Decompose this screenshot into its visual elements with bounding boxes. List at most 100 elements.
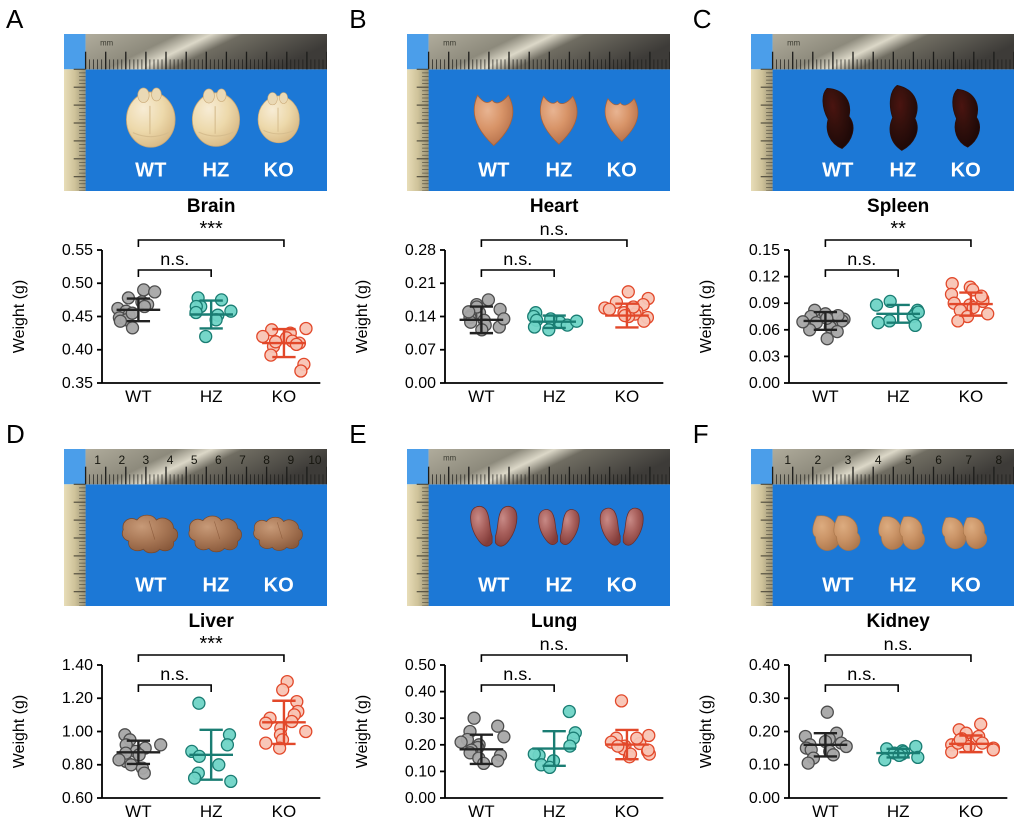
svg-text:KO: KO [264,574,294,596]
svg-text:HZ: HZ [543,801,566,820]
svg-text:WT: WT [822,159,854,181]
svg-text:5: 5 [905,452,912,466]
svg-text:3: 3 [143,452,150,466]
svg-text:0.10: 0.10 [405,763,436,780]
svg-text:HZ: HZ [200,801,223,820]
svg-text:n.s.: n.s. [847,664,876,684]
svg-text:Brain: Brain [187,196,236,217]
svg-text:KO: KO [950,159,980,181]
svg-text:Weight (g): Weight (g) [698,694,715,767]
svg-text:1.40: 1.40 [62,657,93,674]
svg-text:n.s.: n.s. [883,634,912,654]
svg-text:0.00: 0.00 [405,375,436,392]
svg-text:n.s.: n.s. [504,664,533,684]
svg-text:WT: WT [468,801,494,820]
svg-text:0.40: 0.40 [749,657,780,674]
svg-text:KO: KO [950,574,980,596]
svg-text:n.s.: n.s. [504,249,533,269]
svg-text:WT: WT [822,574,854,596]
svg-text:WT: WT [812,387,838,406]
svg-text:10: 10 [308,452,322,466]
svg-text:mm: mm [787,38,800,47]
svg-text:8: 8 [995,452,1002,466]
svg-text:0.40: 0.40 [62,342,93,359]
svg-text:Weight (g): Weight (g) [11,694,28,767]
svg-text:HZ: HZ [887,387,910,406]
svg-text:0.20: 0.20 [405,736,436,753]
svg-text:0.15: 0.15 [749,242,780,259]
svg-text:4: 4 [875,452,882,466]
svg-text:WT: WT [125,387,151,406]
svg-text:0.20: 0.20 [749,723,780,740]
svg-text:0.21: 0.21 [405,275,436,292]
svg-text:mm: mm [100,38,113,47]
svg-text:0.28: 0.28 [405,242,436,259]
svg-text:HZ: HZ [543,387,566,406]
svg-text:WT: WT [135,159,167,181]
svg-text:HZ: HZ [546,159,573,181]
svg-text:5: 5 [191,452,198,466]
svg-text:mm: mm [443,453,456,462]
svg-text:***: *** [199,633,223,655]
svg-text:KO: KO [958,387,983,406]
svg-text:HZ: HZ [889,159,916,181]
svg-text:0.03: 0.03 [749,348,780,365]
svg-text:HZ: HZ [887,801,910,820]
svg-text:7: 7 [239,452,246,466]
svg-text:WT: WT [478,574,510,596]
svg-text:0.00: 0.00 [405,789,436,806]
svg-text:KO: KO [615,387,640,406]
svg-text:HZ: HZ [889,574,916,596]
svg-text:8: 8 [263,452,270,466]
svg-text:Heart: Heart [530,196,579,217]
svg-text:HZ: HZ [203,159,230,181]
svg-text:mm: mm [443,38,456,47]
svg-text:0.00: 0.00 [749,789,780,806]
svg-text:0.30: 0.30 [405,710,436,727]
svg-text:3: 3 [844,452,851,466]
svg-text:0.35: 0.35 [62,375,93,392]
svg-text:KO: KO [615,801,640,820]
svg-text:Weight (g): Weight (g) [11,280,28,353]
svg-text:0.60: 0.60 [62,789,93,806]
svg-text:0.14: 0.14 [405,308,436,325]
svg-text:WT: WT [125,801,151,820]
svg-text:KO: KO [272,801,297,820]
svg-text:n.s.: n.s. [540,634,569,654]
svg-text:1: 1 [94,452,101,466]
svg-text:0.50: 0.50 [405,657,436,674]
svg-text:KO: KO [607,574,637,596]
svg-text:HZ: HZ [200,387,223,406]
svg-text:WT: WT [135,574,167,596]
svg-text:0.55: 0.55 [62,242,93,259]
svg-text:WT: WT [812,801,838,820]
svg-text:Spleen: Spleen [867,196,929,217]
svg-text:9: 9 [287,452,294,466]
svg-text:HZ: HZ [546,574,573,596]
svg-text:0.00: 0.00 [749,375,780,392]
svg-text:**: ** [890,218,906,240]
svg-text:6: 6 [215,452,222,466]
svg-text:Weight (g): Weight (g) [354,280,371,353]
svg-text:0.07: 0.07 [405,342,436,359]
svg-text:n.s.: n.s. [847,249,876,269]
svg-text:2: 2 [814,452,821,466]
svg-text:1.20: 1.20 [62,690,93,707]
svg-text:KO: KO [607,159,637,181]
svg-text:WT: WT [478,159,510,181]
svg-text:n.s.: n.s. [160,664,189,684]
svg-text:KO: KO [958,801,983,820]
svg-text:0.12: 0.12 [749,269,780,286]
svg-text:***: *** [199,218,223,240]
svg-text:0.45: 0.45 [62,308,93,325]
svg-text:1.00: 1.00 [62,723,93,740]
svg-text:0.40: 0.40 [405,683,436,700]
svg-text:Lung: Lung [531,611,577,632]
svg-text:KO: KO [272,387,297,406]
svg-text:HZ: HZ [203,574,230,596]
svg-text:Kidney: Kidney [866,611,930,632]
svg-text:0.06: 0.06 [749,322,780,339]
svg-text:Liver: Liver [188,611,234,632]
svg-text:0.30: 0.30 [749,690,780,707]
svg-text:7: 7 [965,452,972,466]
